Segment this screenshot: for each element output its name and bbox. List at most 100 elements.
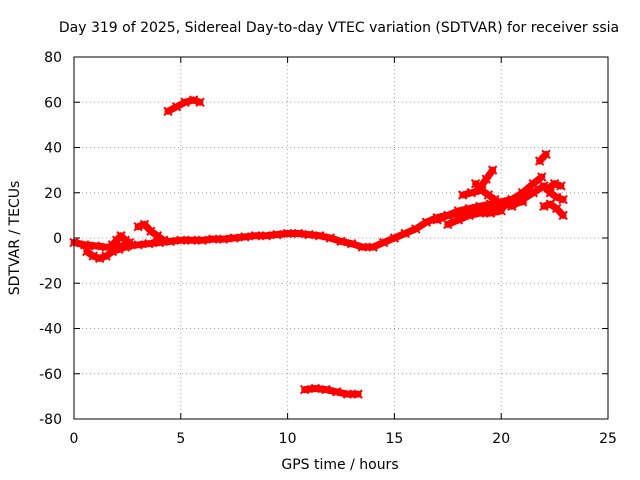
data-point [453, 215, 464, 225]
data-point [272, 229, 282, 240]
data-point [82, 246, 92, 257]
ticks: 0 5 10 15 20 25 -80 -60 -40 -20 0 20 40 60 80 [39, 50, 617, 447]
x-axis-label: GPS time / hours [281, 457, 398, 473]
y-tick-label: -80 [39, 412, 62, 428]
series-layer [69, 95, 568, 399]
data-point [195, 97, 205, 107]
data-point [342, 389, 353, 399]
data-point [443, 210, 453, 221]
data-point [464, 210, 474, 221]
data-point [487, 165, 498, 175]
data-point [114, 244, 124, 255]
data-point [466, 188, 477, 198]
data-point [282, 228, 293, 239]
data-point [314, 231, 325, 241]
data-point [389, 233, 400, 243]
data-point [293, 228, 303, 239]
data-point [304, 229, 314, 240]
y-tick-label: -60 [39, 367, 62, 383]
data-point [556, 181, 566, 191]
series-late-spike-c [458, 185, 485, 200]
data-point [88, 251, 98, 261]
data-point [458, 190, 468, 200]
chart-title: Day 319 of 2025, Sidereal Day-to-day VTE… [59, 20, 619, 36]
x-tick-label: 25 [599, 431, 617, 447]
data-point [545, 199, 556, 209]
x-tick-label: 15 [385, 431, 403, 447]
grid [74, 57, 608, 419]
data-point [101, 251, 111, 261]
data-point [250, 231, 261, 241]
data-point [483, 190, 494, 200]
data-point [144, 238, 154, 249]
data-point [528, 188, 538, 198]
data-point [357, 242, 368, 252]
y-tick-label: 60 [44, 95, 62, 111]
data-point [443, 219, 453, 230]
data-point [432, 215, 442, 225]
data-point [475, 208, 485, 218]
data-point [299, 384, 310, 395]
data-point [421, 217, 432, 227]
data-point [163, 106, 173, 117]
data-point [176, 235, 186, 245]
data-point [481, 174, 491, 184]
data-point [325, 233, 336, 243]
data-point [261, 231, 271, 241]
data-point [507, 201, 517, 212]
series-upper-track [163, 95, 205, 117]
data-point [310, 383, 321, 394]
data-point [171, 102, 182, 112]
data-point [336, 236, 346, 247]
x-tick-label: 5 [176, 431, 185, 447]
data-point [133, 240, 143, 250]
y-tick-label: -40 [39, 322, 62, 338]
x-tick-label: 20 [492, 431, 510, 447]
data-point [537, 172, 547, 182]
data-point [188, 95, 199, 105]
y-tick-label: 80 [44, 50, 62, 66]
y-tick-label: 40 [44, 141, 62, 157]
data-point [528, 178, 538, 189]
data-point [101, 242, 111, 252]
data-point [517, 194, 528, 205]
data-point [124, 237, 135, 248]
data-point [94, 253, 105, 264]
data-point [229, 233, 239, 243]
data-point [197, 235, 207, 245]
data-point [543, 183, 553, 193]
data-point [353, 389, 363, 399]
y-tick-label: 0 [53, 231, 62, 247]
y-axis-label: SDTVAR / TECUs [7, 181, 23, 296]
series-line [301, 385, 362, 398]
data-point [90, 241, 101, 251]
data-point [411, 224, 421, 234]
data-point [368, 242, 378, 252]
x-tick-label: 10 [279, 431, 297, 447]
series-dip-early [82, 242, 130, 264]
data-point [475, 185, 485, 196]
y-tick-label: 20 [44, 186, 62, 202]
y-tick-label: -20 [39, 276, 62, 292]
data-point [558, 194, 568, 205]
series-rise-early [107, 231, 135, 250]
data-point [558, 210, 568, 221]
data-point [152, 231, 163, 241]
data-point [485, 208, 496, 218]
data-point [496, 201, 506, 212]
series-far-right-c [543, 178, 566, 193]
data-point [539, 201, 549, 212]
x-tick-label: 0 [70, 431, 79, 447]
data-point [332, 387, 342, 397]
series-far-right-b [539, 199, 568, 221]
data-point [549, 178, 560, 189]
data-point [146, 226, 156, 236]
series-isolated-dash [534, 149, 551, 166]
series-late-rise [496, 172, 547, 212]
data-point [208, 234, 218, 244]
data-point [133, 221, 143, 232]
data-point [453, 206, 464, 216]
data-point [541, 149, 551, 159]
data-point [379, 237, 389, 248]
